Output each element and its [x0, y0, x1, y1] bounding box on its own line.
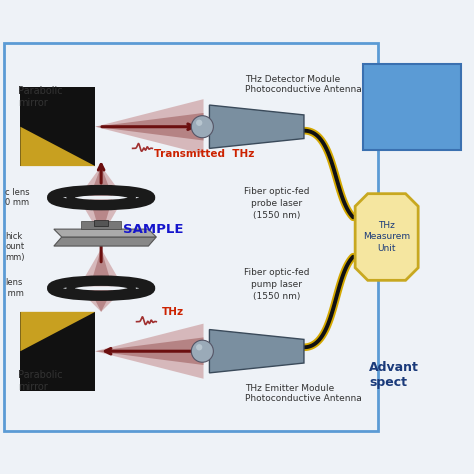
- Polygon shape: [80, 166, 123, 196]
- Circle shape: [191, 116, 213, 138]
- Polygon shape: [355, 194, 418, 280]
- Polygon shape: [80, 200, 123, 237]
- Text: THz Emitter Module
Photoconductive Antenna: THz Emitter Module Photoconductive Anten…: [245, 383, 362, 403]
- Circle shape: [196, 344, 202, 350]
- Text: Parabolic
mirror: Parabolic mirror: [18, 370, 63, 392]
- Text: Fiber optic-fed
pump laser
(1550 nm): Fiber optic-fed pump laser (1550 nm): [244, 268, 309, 301]
- Polygon shape: [90, 290, 112, 312]
- Polygon shape: [20, 312, 95, 351]
- Polygon shape: [80, 290, 123, 312]
- Polygon shape: [95, 337, 203, 365]
- Text: THz
Measurem
Unit: THz Measurem Unit: [363, 221, 410, 253]
- Polygon shape: [90, 249, 112, 286]
- Bar: [20, 87, 95, 166]
- Bar: [4, 43, 378, 431]
- Text: Transmitted  THz: Transmitted THz: [155, 149, 255, 159]
- Circle shape: [196, 119, 202, 126]
- Polygon shape: [95, 113, 203, 140]
- Text: hick
ount
mm): hick ount mm): [5, 232, 25, 262]
- Bar: [94, 220, 108, 227]
- Polygon shape: [20, 127, 95, 166]
- Polygon shape: [90, 166, 112, 196]
- Circle shape: [191, 340, 213, 362]
- Polygon shape: [80, 249, 123, 286]
- Polygon shape: [95, 99, 203, 155]
- Text: lens
 mm: lens mm: [5, 279, 24, 298]
- Bar: [20, 312, 95, 391]
- Polygon shape: [95, 324, 203, 379]
- Polygon shape: [210, 105, 304, 148]
- Polygon shape: [90, 200, 112, 237]
- Text: Parabolic
mirror: Parabolic mirror: [18, 86, 63, 108]
- Text: Fiber optic-fed
probe laser
(1550 nm): Fiber optic-fed probe laser (1550 nm): [244, 187, 309, 220]
- Text: SAMPLE: SAMPLE: [123, 223, 183, 236]
- Polygon shape: [54, 229, 156, 237]
- Text: THz Detector Module
Photoconductive Antenna: THz Detector Module Photoconductive Ante…: [245, 75, 362, 94]
- Text: c lens
0 mm: c lens 0 mm: [5, 188, 30, 207]
- Bar: [82, 221, 121, 229]
- Text: Advant
spect: Advant spect: [369, 361, 419, 389]
- Polygon shape: [54, 237, 156, 246]
- Polygon shape: [210, 329, 304, 373]
- Bar: [363, 64, 462, 150]
- Text: THz: THz: [162, 307, 184, 317]
